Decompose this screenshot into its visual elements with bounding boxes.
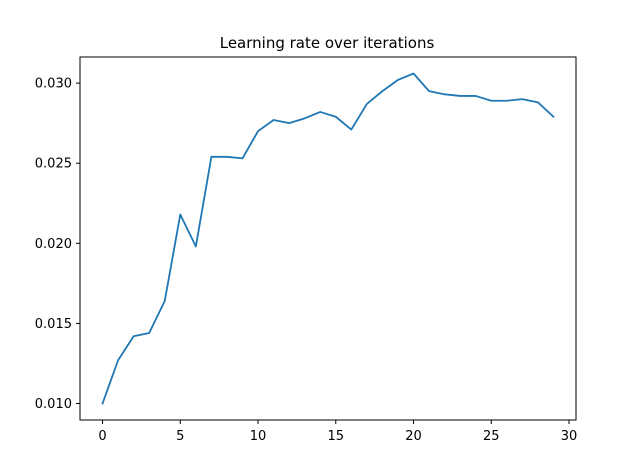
x-tick-label: 5 (176, 429, 184, 444)
chart-title: Learning rate over iterations (220, 34, 435, 52)
x-tick-label: 30 (561, 429, 578, 444)
x-tick-label: 25 (483, 429, 500, 444)
y-tick-label: 0.010 (35, 397, 72, 412)
y-tick-label: 0.030 (35, 77, 72, 92)
x-tick-label: 0 (98, 429, 106, 444)
y-tick-label: 0.020 (35, 237, 72, 252)
x-tick-label: 20 (405, 429, 422, 444)
y-tick-label: 0.025 (35, 157, 72, 172)
x-tick-label: 10 (250, 429, 267, 444)
axes-frame (79, 56, 577, 421)
plot-area (101, 72, 555, 405)
y-axis: 0.010 0.015 0.020 0.025 0.030 (35, 77, 80, 412)
series-line-0 (101, 72, 555, 405)
x-axis: 0 5 10 15 20 25 30 (98, 420, 577, 444)
y-tick-label: 0.015 (35, 317, 72, 332)
x-tick-label: 15 (328, 429, 345, 444)
